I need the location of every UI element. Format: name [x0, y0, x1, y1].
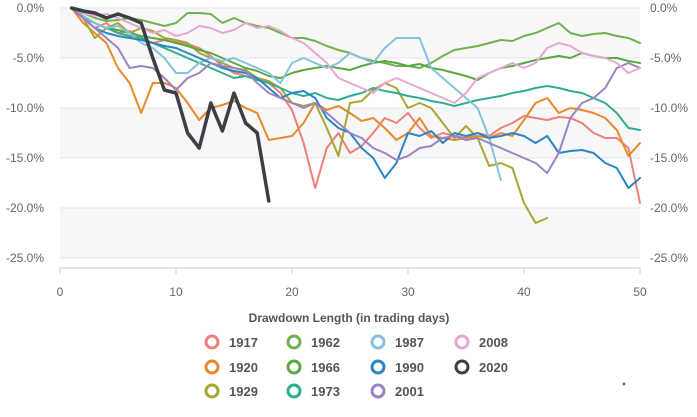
y-tick-label-left: 0.0%: [17, 1, 45, 15]
legend-marker-icon: [204, 334, 220, 350]
x-tick-label: 10: [169, 285, 183, 299]
legend-marker-icon: [204, 383, 220, 399]
y-tick-label-right: -25.0%: [650, 251, 688, 265]
legend-item-1920[interactable]: 1920: [204, 359, 258, 375]
legend-label: 2020: [479, 360, 508, 375]
y-tick-label-left: -5.0%: [13, 51, 45, 65]
y-tick-label-right: 0.0%: [650, 1, 678, 15]
background-band: [60, 208, 640, 258]
legend-marker-icon: [454, 359, 470, 375]
legend-item-1973[interactable]: 1973: [286, 383, 340, 399]
background-band: [60, 258, 640, 268]
legend-item-2008[interactable]: 2008: [454, 334, 508, 350]
legend-label: 1973: [311, 384, 340, 399]
legend-label: 1966: [311, 360, 340, 375]
background-band: [60, 158, 640, 208]
y-tick-label-right: -10.0%: [650, 101, 688, 115]
legend-marker-icon: [370, 383, 386, 399]
series-line-2020[interactable]: [69, 6, 271, 203]
legend-item-2020[interactable]: 2020: [454, 359, 508, 375]
y-tick-label-left: -20.0%: [6, 201, 44, 215]
legend-item-1917[interactable]: 1917: [204, 334, 258, 350]
background-band: [60, 8, 640, 58]
legend-marker-icon: [286, 383, 302, 399]
legend-label: 1920: [229, 360, 258, 375]
legend-item-1966[interactable]: 1966: [286, 359, 340, 375]
legend-item-1962[interactable]: 1962: [286, 334, 340, 350]
y-tick-label-right: -5.0%: [650, 51, 682, 65]
x-tick-label: 30: [401, 285, 415, 299]
legend-label: 2008: [479, 335, 508, 350]
legend-marker-icon: [370, 359, 386, 375]
legend-label: 1990: [395, 360, 424, 375]
series-lines: [69, 6, 641, 224]
y-axis-left-tick-labels: 0.0% -5.0% -10.0% -15.0% -20.0% -25.0%: [6, 1, 44, 265]
legend: 1917 1920 1929 1962 1966 1973 1987 1990 2001 2008…: [204, 334, 508, 399]
x-axis: 0 10 20 30 40 50: [57, 267, 647, 299]
y-tick-label-right: -15.0%: [650, 151, 688, 165]
decorative-dot: [622, 382, 626, 386]
x-axis-title: Drawdown Length (in trading days): [249, 311, 450, 325]
series-line-1990[interactable]: [70, 7, 641, 189]
y-tick-label-left: -15.0%: [6, 151, 44, 165]
y-tick-label-left: -10.0%: [6, 101, 44, 115]
legend-label: 1929: [229, 384, 258, 399]
y-axis-right-tick-labels: 0.0% -5.0% -10.0% -15.0% -20.0% -25.0%: [650, 1, 688, 265]
series-line-1966[interactable]: [70, 7, 641, 81]
y-tick-label-right: -20.0%: [650, 201, 688, 215]
x-tick-label: 40: [517, 285, 531, 299]
x-tick-label: 0: [57, 285, 64, 299]
series-line-1973[interactable]: [70, 7, 641, 131]
legend-label: 1917: [229, 335, 258, 350]
gridlines: [60, 7, 640, 259]
legend-marker-icon: [286, 359, 302, 375]
legend-marker-icon: [286, 334, 302, 350]
x-tick-label: 20: [285, 285, 299, 299]
legend-item-1987[interactable]: 1987: [370, 334, 424, 350]
legend-marker-icon: [370, 334, 386, 350]
legend-item-1929[interactable]: 1929: [204, 383, 258, 399]
series-line-1987[interactable]: [70, 7, 502, 181]
series-line-2001[interactable]: [70, 7, 641, 174]
series-line-2008[interactable]: [70, 7, 641, 104]
x-tick-label: 50: [633, 285, 647, 299]
series-line-1920[interactable]: [70, 7, 641, 157]
legend-label: 2001: [395, 384, 424, 399]
y-tick-label-left: -25.0%: [6, 251, 44, 265]
legend-item-1990[interactable]: 1990: [370, 359, 424, 375]
legend-item-2001[interactable]: 2001: [370, 383, 424, 399]
plot-background-bands: [60, 8, 640, 268]
legend-label: 1962: [311, 335, 340, 350]
legend-label: 1987: [395, 335, 424, 350]
legend-marker-icon: [454, 334, 470, 350]
legend-marker-icon: [204, 359, 220, 375]
